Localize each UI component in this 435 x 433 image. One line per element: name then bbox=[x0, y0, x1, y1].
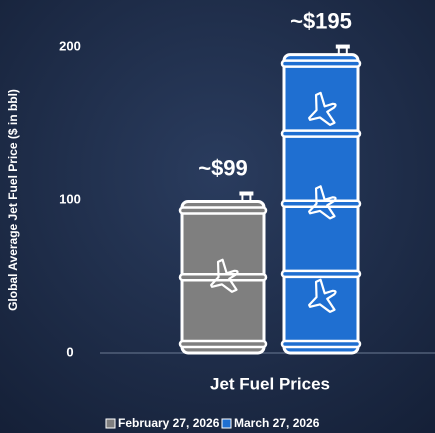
barrel-band bbox=[178, 339, 268, 349]
barrel-band bbox=[178, 206, 268, 215]
barrel-band bbox=[280, 199, 362, 209]
value-label: ~$99 bbox=[198, 155, 248, 180]
y-tick-label: 0 bbox=[66, 344, 73, 359]
plane-icon bbox=[308, 278, 337, 313]
x-axis-label: Jet Fuel Prices bbox=[210, 374, 330, 393]
y-axis-label: Global Average Jet Fuel Price ($ in bbl) bbox=[6, 89, 20, 311]
barrel-band bbox=[280, 129, 362, 138]
plane-icon bbox=[308, 185, 337, 220]
legend-swatch bbox=[105, 418, 116, 429]
legend-swatch bbox=[221, 418, 232, 429]
plane-icon bbox=[210, 258, 239, 293]
barrel-band bbox=[280, 339, 362, 349]
y-tick-label: 100 bbox=[59, 191, 81, 206]
plane-icon bbox=[308, 91, 337, 126]
value-label: ~$195 bbox=[290, 8, 352, 33]
barrel-band bbox=[178, 272, 268, 282]
barrel-band bbox=[280, 59, 362, 68]
y-tick-label: 200 bbox=[59, 38, 81, 53]
legend-label: March 27, 2026 bbox=[234, 416, 320, 430]
barrel-band bbox=[280, 269, 362, 279]
legend-label: February 27, 2026 bbox=[118, 416, 220, 430]
